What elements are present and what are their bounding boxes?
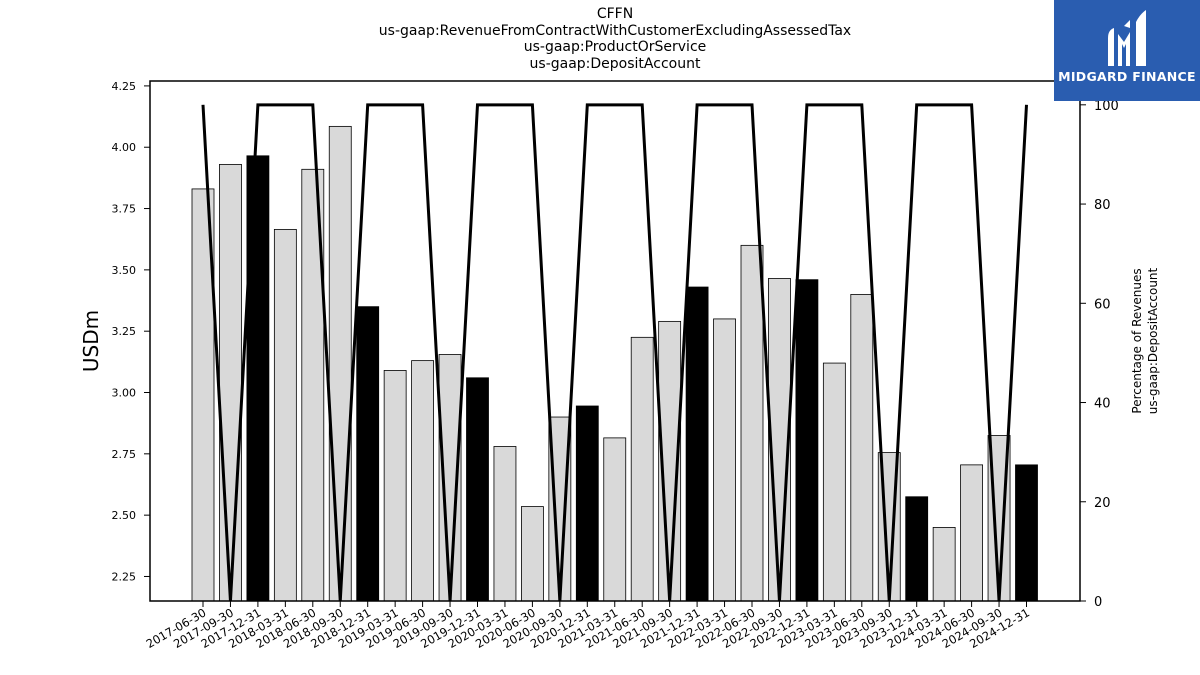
y2-tick-label: 100: [1094, 99, 1119, 114]
bar-2017-09-30: [219, 163, 242, 602]
y2-tick-label: 60: [1094, 297, 1111, 312]
y2-tick-label: 0: [1094, 595, 1102, 610]
y-tick-label: 4.00: [112, 141, 137, 154]
bar-2021-03-31: [603, 437, 627, 602]
bar-2020-12-31: [575, 405, 599, 602]
bar-2024-06-30: [960, 464, 983, 602]
title-line-ticker: CFFN: [596, 6, 634, 22]
y-tick-label: 2.25: [112, 570, 137, 583]
y-axis-label: USDm: [79, 310, 103, 372]
bar-2022-03-31: [713, 318, 736, 602]
title-line-axis: us-gaap:ProductOrService: [523, 39, 707, 55]
bar-2019-06-30: [411, 360, 435, 602]
y2-tick-label: 40: [1094, 397, 1111, 412]
y2-axis-label-line1: Percentage of Revenues: [1130, 268, 1144, 413]
bar-2018-12-31: [356, 306, 380, 602]
bar-2022-12-31: [795, 279, 819, 602]
bar-2018-03-31: [273, 228, 297, 602]
y-tick-label: 3.50: [112, 264, 137, 277]
bar-2022-06-30: [740, 244, 764, 602]
y2-tick-label: 80: [1094, 198, 1111, 213]
midgard-logo-icon: [1108, 10, 1146, 66]
bar-2019-03-31: [383, 370, 407, 602]
y-tick-label: 3.25: [112, 325, 137, 338]
y2-tick-label: 20: [1094, 496, 1111, 511]
title-line-member: us-gaap:DepositAccount: [529, 55, 701, 72]
midgard-finance-logo: MIDGARD FINANCE: [1054, 0, 1200, 101]
y2-axis-label-line2: us-gaap:DepositAccount: [1146, 267, 1160, 414]
y-tick-label: 2.75: [112, 448, 137, 461]
y-tick-label: 3.00: [112, 387, 137, 400]
logo-text: MIDGARD FINANCE: [1058, 69, 1196, 84]
bar-2023-03-31: [822, 362, 846, 602]
bar-2024-12-31: [1015, 464, 1038, 602]
title-line-concept: us-gaap:RevenueFromContractWithCustomerE…: [378, 22, 852, 39]
bar-2020-03-31: [493, 446, 517, 602]
y-tick-label: 4.25: [112, 80, 137, 93]
bar-2020-06-30: [521, 506, 544, 602]
bar-2023-06-30: [850, 293, 874, 602]
bar-2024-03-31: [932, 527, 956, 602]
bar-2019-12-31: [466, 377, 489, 602]
y-tick-label: 2.50: [112, 509, 137, 522]
bar-2021-06-30: [630, 336, 654, 602]
y-tick-label: 3.75: [112, 203, 137, 216]
bar-2021-12-31: [685, 286, 709, 602]
bar-2023-12-31: [905, 496, 929, 602]
chart-title: CFFN us-gaap:RevenueFromContractWithCust…: [0, 6, 1200, 72]
bar-2018-09-30: [328, 125, 352, 602]
